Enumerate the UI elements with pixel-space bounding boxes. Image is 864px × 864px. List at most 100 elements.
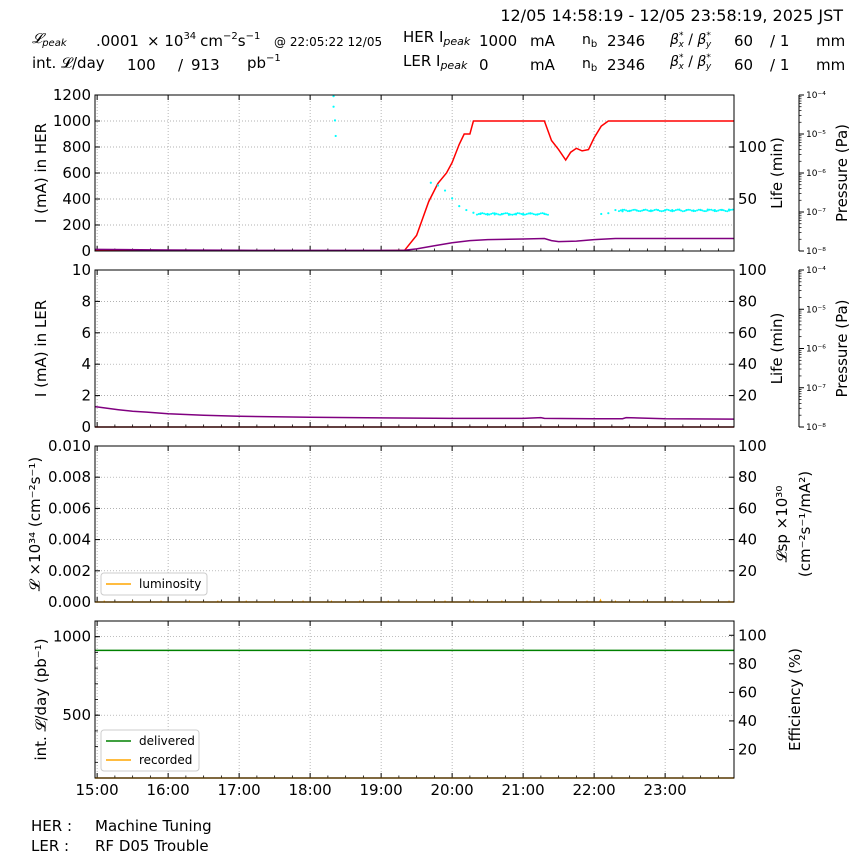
pressure-point (708, 208, 711, 211)
pressure-point (720, 208, 723, 211)
y-tick-label: 0 (81, 242, 91, 260)
ler-beta-unit: mm (816, 56, 845, 74)
pressure-point (607, 212, 610, 215)
pressure-point (688, 208, 691, 211)
pressure-point (483, 212, 486, 215)
y-tick-label: 600 (62, 164, 91, 182)
pressure-point (625, 209, 628, 212)
pressure-tick-label: 10⁻⁵ (806, 130, 826, 140)
x-tick-label: 20:00 (431, 781, 474, 799)
pressure-point (486, 213, 489, 216)
pressure-tick-label: 10⁻⁶ (806, 345, 826, 355)
pressure-point (532, 213, 535, 216)
pressure-point (504, 212, 507, 215)
current-line (94, 120, 734, 252)
y2-tick-label: 100 (738, 437, 767, 455)
lpeak-time: @ 22:05:22 12/05 (274, 35, 382, 49)
pressure-point (639, 210, 642, 213)
intl-sep: / (178, 56, 184, 74)
pressure-point (704, 210, 707, 213)
her-ipeak-unit: mA (530, 32, 556, 50)
pressure-point (443, 189, 447, 192)
pressure-point (680, 209, 683, 212)
pressure-tick-label: 10⁻⁶ (806, 169, 826, 179)
her-beta-y: / 1 (770, 32, 789, 50)
pressure-tick-label: 10⁻⁸ (806, 247, 826, 257)
pressure-point (653, 208, 656, 211)
header: 12/05 14:58:19 - 12/05 23:58:19, 2025 JS… (32, 6, 845, 74)
pressure-tick-label: 10⁻⁷ (806, 208, 826, 218)
pressure-point (690, 209, 693, 212)
pressure-point (513, 213, 516, 216)
y2-tick-label: 100 (738, 138, 767, 156)
y2-tick-label: 100 (738, 261, 767, 279)
pressure-point (673, 209, 676, 212)
y-tick-label: 200 (62, 216, 91, 234)
pressure-point (637, 210, 640, 213)
pressure-point (619, 209, 622, 212)
pressure-point (644, 208, 647, 211)
y-tick-label: 10 (72, 261, 91, 279)
pressure-point (710, 208, 713, 211)
pressure-point (630, 209, 633, 212)
pressure-point (502, 212, 505, 215)
pressure-point (660, 210, 663, 213)
y-tick-label: 4 (81, 355, 91, 373)
y-tick-label: 1200 (53, 86, 91, 104)
pressure-point (697, 208, 700, 211)
ler-beta-x: 60 (734, 56, 753, 74)
ler-status-label: LER : (31, 837, 69, 855)
pressure-tick-label: 10⁻⁸ (806, 423, 826, 433)
pressure-tick-label: 10⁻⁷ (806, 384, 826, 394)
x-tick-label: 15:00 (76, 781, 119, 799)
y-tick-label: 0.002 (48, 562, 91, 580)
y2-tick-label: 60 (738, 499, 757, 517)
y2-tick-label: 60 (738, 683, 757, 701)
pressure-point (642, 208, 645, 211)
y-tick-label: 400 (62, 190, 91, 208)
pressure-point (477, 213, 480, 216)
pressure-point (715, 210, 718, 213)
y2-axis-label: Life (min) (768, 313, 786, 385)
intl-unit: pb−1 (247, 53, 281, 72)
pressure-point (665, 208, 668, 211)
her-nb-value: 2346 (607, 32, 645, 50)
pressure-point (545, 213, 548, 216)
legend-label-recorded: recorded (139, 753, 192, 767)
pressure-point (534, 213, 537, 216)
intl-total: 913 (191, 56, 220, 74)
her-status-label: HER : (31, 817, 72, 835)
plot-frame (94, 94, 735, 252)
pressure-point (664, 209, 667, 212)
y-tick-label: 0.004 (48, 531, 91, 549)
y2-axis-label-unit: (cm⁻²s⁻¹/mA²) (796, 471, 814, 577)
y-tick-label: 0.010 (48, 437, 91, 455)
pressure-point (490, 212, 493, 215)
pressure-point (633, 208, 636, 211)
ler-beta-y: / 1 (770, 56, 789, 74)
pressure-point (332, 95, 335, 98)
pressure-point (429, 181, 432, 184)
pressure-point (472, 211, 475, 214)
pressure-point (479, 212, 482, 215)
ler-panel: 0 2 4 6 8 10 20 40 60 80 100 I (mA) in LER Life (min… (32, 261, 851, 436)
x-tick-label: 19:00 (360, 781, 403, 799)
pressure-point (516, 212, 519, 215)
her-beta-unit: mm (816, 32, 845, 50)
y-tick-label: 1000 (53, 112, 91, 130)
pressure-point (497, 213, 500, 216)
pressure-point (334, 134, 337, 138)
y-tick-label: 500 (62, 706, 91, 724)
her-beta-x: 60 (734, 32, 753, 50)
pressure-point (687, 208, 690, 211)
pressure-point (520, 213, 523, 216)
pressure-point (683, 209, 686, 212)
x-tick-label: 17:00 (218, 781, 261, 799)
y-axis-label: 𝓛 ×10³⁴ (cm⁻²s⁻¹) (26, 457, 44, 591)
pressure-point (515, 212, 518, 215)
pressure-point (621, 208, 624, 211)
pressure-point (726, 210, 729, 213)
pressure-point (527, 212, 530, 215)
pressure-point (600, 212, 603, 216)
pressure-point (706, 209, 709, 212)
